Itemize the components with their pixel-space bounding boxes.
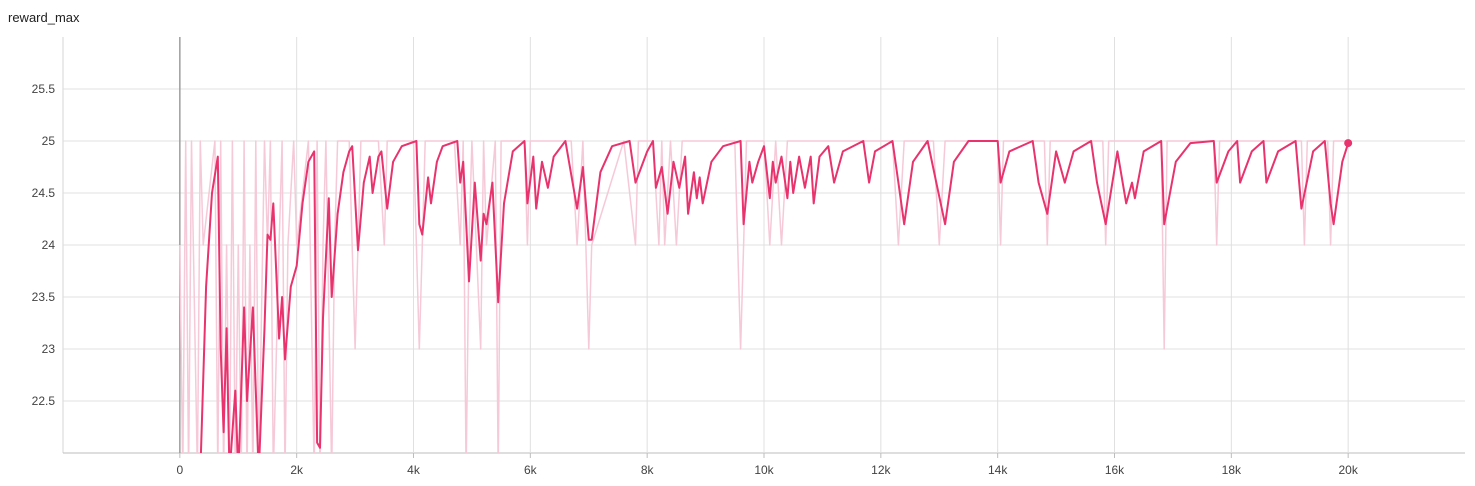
- x-tick-label: 20k: [1338, 463, 1358, 477]
- y-tick-label: 25.5: [32, 82, 56, 96]
- x-tick-label: 12k: [871, 463, 891, 477]
- y-tick-label: 24.5: [32, 186, 56, 200]
- y-tick-label: 25: [42, 134, 56, 148]
- y-tick-label: 22.5: [32, 394, 56, 408]
- y-tick-label: 23.5: [32, 290, 56, 304]
- raw-line: [179, 140, 1349, 453]
- x-tick-label: 16k: [1105, 463, 1125, 477]
- x-tick-label: 18k: [1222, 463, 1242, 477]
- x-tick-label: 4k: [407, 463, 421, 477]
- x-tick-label: 10k: [754, 463, 774, 477]
- x-tick-label: 6k: [524, 463, 538, 477]
- x-tick-label: 0: [176, 463, 183, 477]
- smoothed-line: [199, 140, 1350, 453]
- y-tick-label: 23: [42, 342, 56, 356]
- y-tick-label: 24: [42, 238, 56, 252]
- x-tick-label: 2k: [290, 463, 304, 477]
- chart-title: reward_max: [8, 10, 80, 25]
- x-tick-label: 14k: [988, 463, 1008, 477]
- x-tick-label: 8k: [641, 463, 655, 477]
- labels: 22.5 23 23.5 24 24.5 25 25.5 0 2k 4k 6k 8k 10k 12k 14k…: [32, 82, 1359, 477]
- plot-area: [179, 139, 1353, 453]
- last-point: [1344, 139, 1353, 148]
